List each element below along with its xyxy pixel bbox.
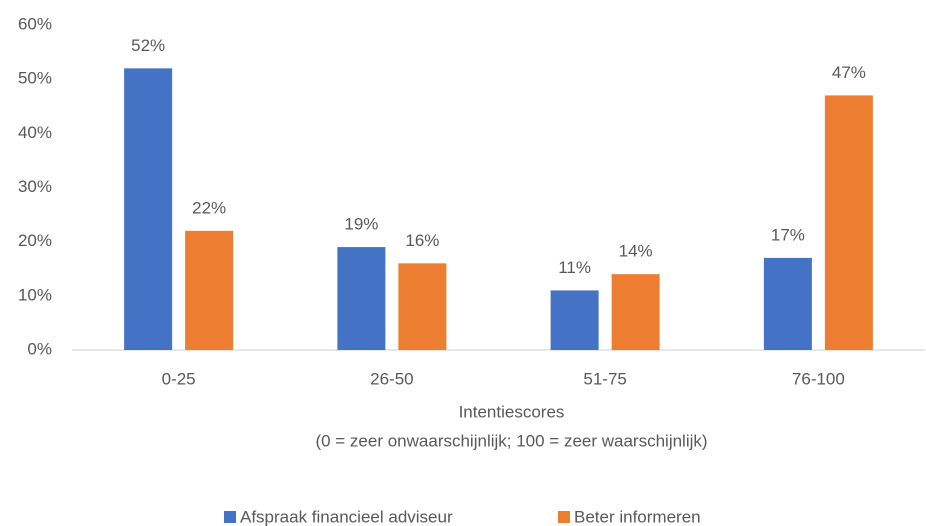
bar [398, 263, 447, 350]
x-tick-label: 51-75 [583, 369, 626, 388]
bar [824, 95, 873, 351]
bar [611, 274, 660, 350]
data-label: 14% [619, 242, 653, 261]
bar [337, 247, 386, 350]
legend-label: Afspraak financieel adviseur [240, 507, 453, 526]
legend-swatch [558, 511, 570, 523]
data-label: 52% [131, 36, 165, 55]
y-tick-label: 50% [18, 69, 52, 88]
data-label: 47% [832, 63, 866, 82]
y-tick-label: 0% [27, 339, 52, 358]
x-tick-label: 76-100 [792, 369, 845, 388]
x-tick-label: 0-25 [162, 369, 196, 388]
data-label: 17% [771, 225, 805, 244]
x-axis-label: (0 = zeer onwaarschijnlijk; 100 = zeer w… [315, 431, 707, 450]
y-tick-label: 10% [18, 285, 52, 304]
x-tick-label: 26-50 [370, 369, 413, 388]
legend-swatch [224, 511, 236, 523]
y-tick-label: 40% [18, 123, 52, 142]
data-label: 19% [344, 215, 378, 234]
bar [124, 68, 173, 350]
data-label: 11% [558, 258, 591, 277]
y-tick-label: 30% [18, 177, 52, 196]
y-tick-label: 60% [18, 14, 52, 33]
x-axis-label: Intentiescores [459, 402, 565, 421]
bar [763, 257, 812, 350]
bar [550, 290, 599, 350]
data-label: 22% [192, 198, 226, 217]
bar [185, 230, 234, 350]
y-tick-label: 20% [18, 231, 52, 250]
data-label: 16% [405, 231, 439, 250]
legend-label: Beter informeren [574, 507, 701, 526]
